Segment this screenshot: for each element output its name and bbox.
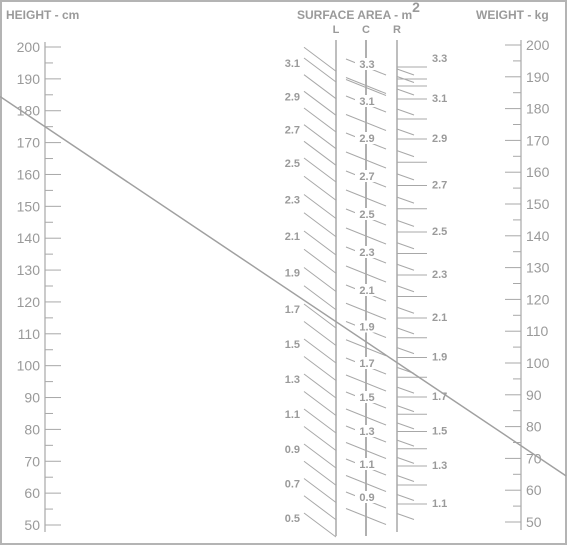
surface-area-center-label: 1.9 bbox=[359, 322, 374, 334]
height-tick-label: 60 bbox=[24, 485, 40, 501]
surface-area-right-label: 1.1 bbox=[432, 498, 447, 510]
height-tick-label: 150 bbox=[17, 198, 41, 214]
surface-area-right-label: 1.5 bbox=[432, 426, 447, 438]
surface-area-center-label: 1.1 bbox=[359, 459, 374, 471]
surface-area-center-label: 0.9 bbox=[359, 492, 374, 504]
surface-area-header-text: SURFACE AREA - m bbox=[297, 8, 412, 22]
surface-area-left-label: 0.5 bbox=[285, 513, 300, 525]
weight-tick-label: 90 bbox=[526, 387, 542, 403]
weight-tick-label: 150 bbox=[526, 196, 550, 212]
weight-tick-label: 200 bbox=[526, 37, 550, 53]
height-tick-label: 110 bbox=[18, 326, 41, 342]
surface-area-left-label: 2.5 bbox=[285, 158, 300, 170]
surface-area-right-label: 2.9 bbox=[432, 133, 447, 145]
height-tick-label: 140 bbox=[17, 230, 41, 246]
surface-area-right-label: 1.3 bbox=[432, 460, 447, 472]
surface-area-left-label: 2.9 bbox=[285, 91, 300, 103]
surface-area-center-label: 2.7 bbox=[359, 171, 374, 183]
weight-tick-label: 100 bbox=[526, 355, 550, 371]
weight-tick-label: 130 bbox=[526, 260, 550, 276]
surface-area-center-label: 2.5 bbox=[359, 209, 374, 221]
surface-area-center-label: 2.9 bbox=[359, 133, 374, 145]
height-tick-label: 100 bbox=[17, 358, 41, 374]
height-tick-label: 130 bbox=[17, 262, 41, 278]
surface-area-left-label: 1.5 bbox=[285, 339, 300, 351]
height-tick-label: 50 bbox=[24, 517, 40, 533]
weight-tick-label: 180 bbox=[526, 101, 550, 117]
height-tick-label: 70 bbox=[24, 453, 40, 469]
surface-area-center-label: 3.1 bbox=[359, 96, 374, 108]
weight-tick-label: 170 bbox=[526, 132, 550, 148]
surface-area-right-label: 2.5 bbox=[432, 226, 447, 238]
weight-tick-label: 60 bbox=[526, 482, 542, 498]
surface-area-center-label: 1.7 bbox=[359, 358, 374, 370]
surface-area-right-label: 3.1 bbox=[432, 93, 447, 105]
surface-area-left-label: 1.1 bbox=[285, 409, 300, 421]
surface-area-left-label: 2.1 bbox=[285, 231, 300, 243]
column-label-right: R bbox=[393, 24, 401, 36]
weight-tick-label: 80 bbox=[526, 419, 542, 435]
weight-tick-label: 160 bbox=[526, 164, 550, 180]
surface-area-right-label: 1.7 bbox=[432, 391, 447, 403]
surface-area-right-label: 1.9 bbox=[432, 352, 447, 364]
surface-area-right-label: 2.1 bbox=[432, 312, 447, 324]
height-tick-label: 190 bbox=[17, 71, 41, 87]
column-label-center: C bbox=[362, 24, 370, 36]
height-tick-label: 170 bbox=[17, 135, 41, 151]
surface-area-right-label: 2.3 bbox=[432, 269, 447, 281]
weight-header: WEIGHT - kg bbox=[476, 8, 549, 22]
surface-area-right-label: 3.3 bbox=[432, 53, 447, 65]
surface-area-left-label: 1.9 bbox=[285, 268, 300, 280]
column-label-left: L bbox=[333, 24, 340, 36]
surface-area-left-label: 2.3 bbox=[285, 195, 300, 207]
surface-area-right-label: 2.7 bbox=[432, 180, 447, 192]
surface-area-header-superscript: 2 bbox=[412, 0, 420, 15]
height-tick-label: 120 bbox=[17, 294, 41, 310]
surface-area-left-label: 0.7 bbox=[285, 479, 300, 491]
surface-area-center-label: 2.3 bbox=[359, 247, 374, 259]
surface-area-center-label: 2.1 bbox=[359, 285, 374, 297]
surface-area-left-label: 1.7 bbox=[285, 304, 300, 316]
height-tick-label: 90 bbox=[24, 390, 40, 406]
height-tick-label: 160 bbox=[17, 166, 41, 182]
weight-tick-label: 50 bbox=[526, 514, 542, 530]
weight-tick-label: 110 bbox=[526, 323, 549, 339]
height-header: HEIGHT - cm bbox=[6, 8, 79, 22]
surface-area-left-label: 2.7 bbox=[285, 125, 300, 137]
weight-tick-label: 190 bbox=[526, 69, 550, 85]
height-tick-label: 80 bbox=[24, 421, 40, 437]
surface-area-center-label: 3.3 bbox=[359, 59, 374, 71]
height-tick-label: 200 bbox=[17, 39, 41, 55]
surface-area-left-label: 0.9 bbox=[285, 444, 300, 456]
surface-area-center-label: 1.3 bbox=[359, 426, 374, 438]
weight-tick-label: 140 bbox=[526, 228, 550, 244]
surface-area-center-label: 1.5 bbox=[359, 392, 374, 404]
surface-area-left-label: 1.3 bbox=[285, 374, 300, 386]
surface-area-left-label: 3.1 bbox=[285, 58, 300, 70]
weight-tick-label: 120 bbox=[526, 291, 550, 307]
